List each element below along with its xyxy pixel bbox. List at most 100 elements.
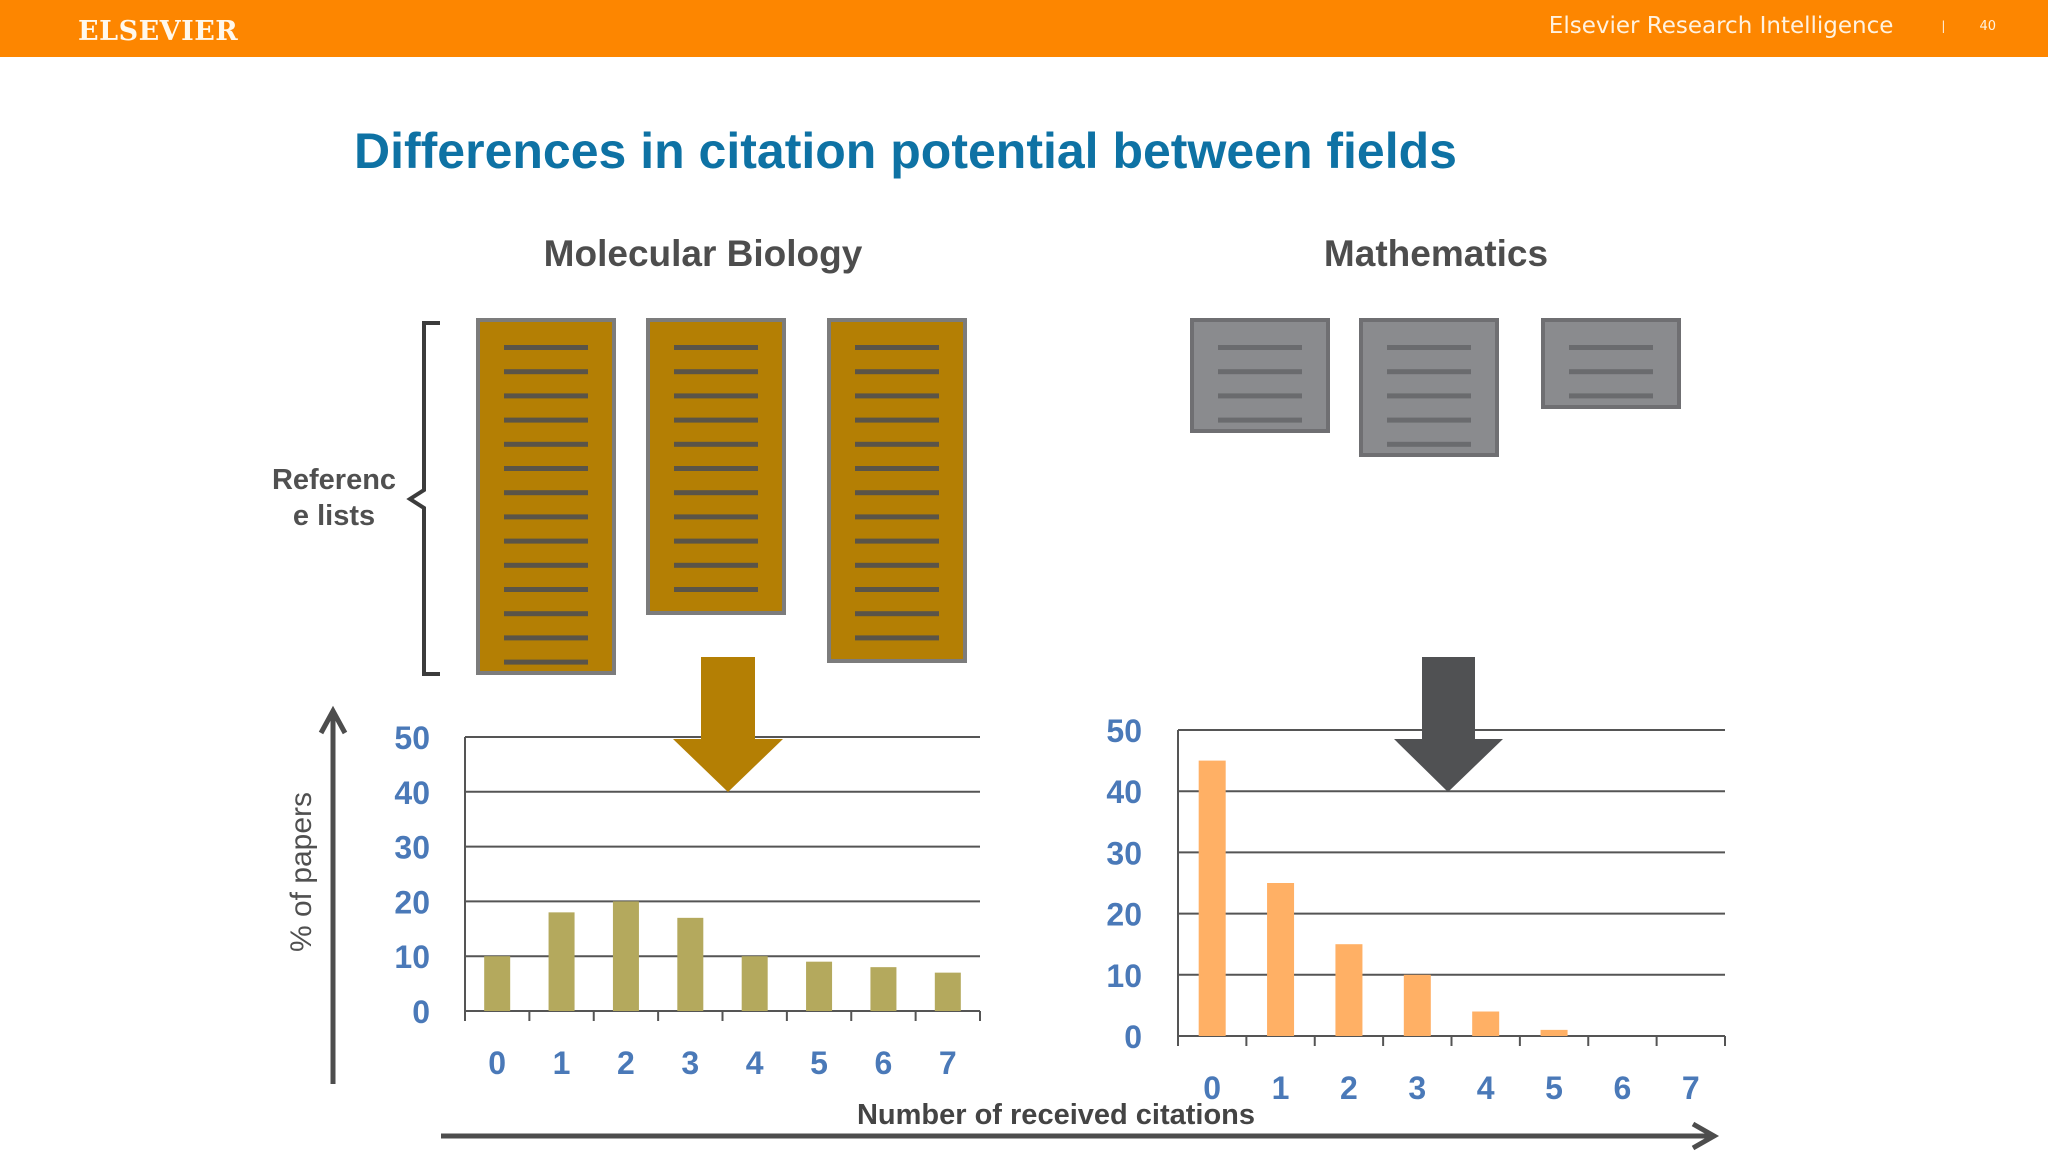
document-text-line <box>1387 393 1471 399</box>
x-tick-label: 5 <box>810 1045 828 1081</box>
x-tick-label: 0 <box>1203 1070 1221 1106</box>
document-text-line <box>855 417 939 423</box>
document-text-line <box>504 562 588 568</box>
document-text-line <box>504 345 588 350</box>
bar <box>484 956 511 1011</box>
document-text-line <box>855 587 939 592</box>
document-text-line <box>855 562 939 568</box>
document-text-line <box>674 369 758 375</box>
x-tick-label: 2 <box>1340 1070 1358 1106</box>
x-tick-label: 4 <box>1477 1070 1495 1106</box>
document-text-line <box>855 393 939 399</box>
document-icon <box>476 318 616 675</box>
down-arrow-icon <box>1394 657 1503 792</box>
bar <box>1198 760 1226 1036</box>
document-text-line <box>504 514 588 520</box>
document-icon <box>646 318 786 615</box>
document-text-line <box>855 635 939 641</box>
bar <box>548 912 575 1011</box>
header-bar: ELSEVIER Elsevier Research Intelligence … <box>0 0 2048 57</box>
document-text-line <box>1387 369 1471 375</box>
down-arrow-icon <box>673 657 783 792</box>
document-text-line <box>504 441 588 447</box>
document-text-line <box>504 466 588 471</box>
bracket-icon <box>406 321 440 676</box>
y-tick-label: 40 <box>1106 774 1142 810</box>
document-text-line <box>504 369 588 375</box>
document-text-line <box>1218 393 1302 399</box>
bar <box>612 901 639 1011</box>
bar <box>741 956 768 1011</box>
document-icon <box>1190 318 1330 433</box>
y-tick-label: 0 <box>1124 1019 1142 1055</box>
document-text-line <box>504 587 588 592</box>
y-axis-arrow <box>318 705 348 1084</box>
elsevier-logo: ELSEVIER <box>78 16 239 47</box>
document-text-line <box>504 611 588 617</box>
document-text-line <box>674 417 758 423</box>
document-text-line <box>1569 369 1653 375</box>
document-text-line <box>1218 417 1302 423</box>
document-text-line <box>674 466 758 471</box>
document-text-line <box>1387 345 1471 350</box>
y-axis-title: % of papers <box>285 792 318 952</box>
y-tick-label: 20 <box>1106 897 1142 933</box>
document-text-line <box>855 514 939 520</box>
x-tick-label: 1 <box>1272 1070 1290 1106</box>
x-axis-arrow <box>441 1121 1720 1151</box>
x-tick-label: 6 <box>1614 1070 1632 1106</box>
document-text-line <box>674 562 758 568</box>
document-text-line <box>674 514 758 520</box>
document-text-line <box>855 369 939 375</box>
document-text-line <box>855 345 939 350</box>
y-tick-label: 0 <box>412 994 430 1030</box>
header-separator: | <box>1941 19 1946 33</box>
y-tick-label: 10 <box>394 939 430 975</box>
header-title: Elsevier Research Intelligence <box>1548 13 1894 39</box>
document-text-line <box>1387 417 1471 423</box>
document-text-line <box>1569 393 1653 399</box>
y-tick-label: 40 <box>394 775 430 811</box>
document-text-line <box>1569 345 1653 350</box>
bar <box>1403 974 1431 1036</box>
bio-documents <box>476 318 967 675</box>
x-tick-label: 6 <box>875 1045 893 1081</box>
page-number: 40 <box>1979 18 1996 34</box>
x-tick-label: 0 <box>488 1045 506 1081</box>
document-icon <box>827 318 967 663</box>
document-text-line <box>504 393 588 399</box>
x-tick-label: 4 <box>746 1045 764 1081</box>
slide-title: Differences in citation potential betwee… <box>354 123 1457 179</box>
bar <box>870 967 897 1011</box>
bar <box>1335 944 1363 1036</box>
document-text-line <box>504 635 588 641</box>
document-text-line <box>1387 441 1471 447</box>
reference-lists-label: Reference lists <box>271 464 397 532</box>
y-tick-label: 50 <box>1106 713 1142 749</box>
x-tick-label: 5 <box>1545 1070 1563 1106</box>
document-icon <box>1541 318 1681 409</box>
document-text-line <box>855 466 939 471</box>
chart-mathematics: 0 10 20 30 40 50 0 1 2 3 4 5 6 7 <box>1106 713 1726 1106</box>
bar <box>1472 1011 1500 1036</box>
header-right: Elsevier Research Intelligence | 40 <box>1549 13 1996 39</box>
math-documents <box>1190 318 1681 457</box>
x-tick-label: 7 <box>939 1045 957 1081</box>
x-tick-label: 3 <box>681 1045 699 1081</box>
bar <box>806 961 833 1011</box>
document-text-line <box>855 538 939 544</box>
bar <box>677 917 704 1011</box>
document-text-line <box>504 659 588 665</box>
x-tick-label: 3 <box>1408 1070 1426 1106</box>
x-tick-label: 2 <box>617 1045 635 1081</box>
bar <box>1540 1029 1568 1036</box>
y-tick-label: 50 <box>394 720 430 756</box>
panel-title-molecular-biology: Molecular Biology <box>543 233 863 274</box>
x-axis-title: Number of received citations <box>857 1099 1255 1131</box>
document-text-line <box>1218 345 1302 350</box>
chart-molecular-biology: 0 10 20 30 40 50 0 1 2 3 4 5 6 7 <box>394 720 981 1081</box>
document-text-line <box>1218 369 1302 375</box>
axis-arrow-icon <box>318 705 348 735</box>
document-text-line <box>674 345 758 350</box>
